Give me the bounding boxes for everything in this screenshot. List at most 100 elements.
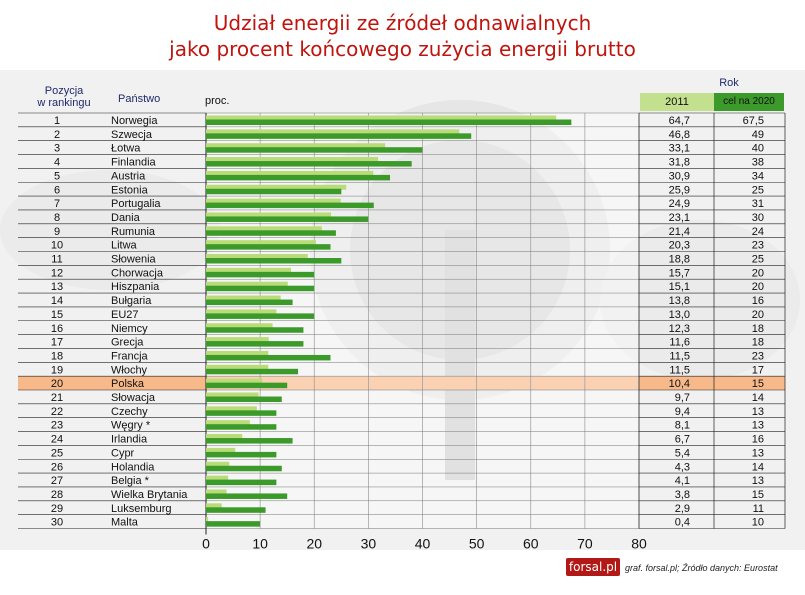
x-tick-label: 10 [252, 536, 268, 552]
value-2011-label: 11,5 [669, 364, 690, 376]
bar-2011-12 [206, 267, 291, 273]
value-2020-label: 67,5 [743, 115, 764, 127]
rank-label: 30 [51, 517, 63, 529]
brand-logo: forsal.pl [566, 558, 620, 576]
rank-label: 2 [54, 129, 60, 141]
rank-label: 17 [51, 337, 63, 349]
bar-2011-9 [206, 226, 322, 232]
rank-label: 12 [51, 267, 63, 279]
bar-2011-19 [206, 364, 269, 370]
value-2011-label: 13,0 [669, 309, 690, 321]
country-label: Cypr [111, 447, 135, 459]
country-label: Estonia [111, 184, 149, 196]
value-2020-label: 38 [752, 157, 764, 169]
value-2011-label: 46,8 [669, 129, 690, 141]
rank-label: 18 [51, 350, 63, 362]
value-2020-label: 49 [752, 129, 764, 141]
country-label: Holandia [111, 461, 155, 473]
value-2020-label: 40 [752, 143, 764, 155]
bar-2011-25 [206, 447, 236, 453]
value-2011-label: 18,8 [669, 254, 690, 266]
x-tick-label: 60 [523, 536, 539, 552]
bar-2020-23 [206, 424, 277, 430]
rank-label: 27 [51, 475, 63, 487]
x-tick-label: 50 [469, 536, 485, 552]
value-2020-label: 15 [752, 378, 764, 390]
bar-2011-7 [206, 198, 341, 204]
chart-title-line1: Udział energii ze źródeł odnawialnych [213, 11, 592, 35]
country-label: EU27 [111, 309, 139, 321]
value-2011-label: 8,1 [675, 420, 690, 432]
country-label: Litwa [111, 240, 138, 252]
bar-2011-6 [206, 184, 347, 190]
bar-2011-1 [206, 115, 557, 121]
bar-2011-23 [206, 420, 250, 426]
bar-2011-27 [206, 475, 229, 481]
bar-2020-22 [206, 410, 277, 416]
bar-2011-3 [206, 143, 386, 149]
rank-label: 16 [51, 323, 63, 335]
x-tick-label: 30 [361, 536, 377, 552]
bar-2020-17 [206, 341, 304, 347]
value-2011-label: 30,9 [669, 170, 690, 182]
value-2020-label: 24 [752, 226, 764, 238]
value-2011-label: 2,9 [675, 503, 690, 515]
bar-2011-13 [206, 281, 288, 287]
bar-2020-29 [206, 507, 266, 513]
rank-label: 21 [51, 392, 63, 404]
bar-2011-5 [206, 170, 374, 176]
bar-2020-6 [206, 188, 342, 195]
country-label: Austria [111, 170, 146, 182]
value-2011-label: 4,3 [675, 461, 690, 473]
rank-label: 20 [51, 378, 63, 390]
country-label: Malta [111, 517, 139, 529]
country-label: Słowenia [111, 254, 157, 266]
value-2020-label: 18 [752, 337, 764, 349]
bar-2011-26 [206, 461, 230, 467]
rank-label: 7 [54, 198, 60, 210]
bar-2020-14 [206, 299, 293, 306]
value-2011-label: 15,1 [669, 281, 690, 293]
bar-2020-12 [206, 271, 315, 278]
x-tick-label: 80 [631, 536, 647, 552]
value-2011-label: 11,6 [669, 337, 690, 349]
value-2020-label: 25 [752, 184, 764, 196]
rank-label: 4 [54, 157, 60, 169]
value-2011-label: 11,5 [669, 350, 690, 362]
country-label: Norwegia [111, 115, 158, 127]
bar-2020-26 [206, 465, 282, 472]
bar-2011-24 [206, 434, 243, 440]
rank-label: 25 [51, 447, 63, 459]
bar-2020-16 [206, 327, 304, 333]
value-2011-label: 12,3 [669, 323, 690, 335]
country-label: Węgry * [111, 420, 151, 432]
value-2020-label: 13 [752, 447, 764, 459]
rank-label: 26 [51, 461, 63, 473]
bar-2020-27 [206, 479, 277, 486]
bar-2020-25 [206, 451, 277, 458]
country-label: Irlandia [111, 434, 148, 446]
bar-2011-20 [206, 378, 263, 384]
bar-2011-14 [206, 295, 281, 301]
value-2011-label: 31,8 [669, 157, 690, 169]
x-tick-label: 70 [577, 536, 593, 552]
position-header: Pozycja w rankingu [37, 85, 91, 109]
value-2020-label: 23 [752, 350, 764, 362]
bar-2011-16 [206, 323, 273, 329]
country-label: Niemcy [111, 323, 148, 335]
value-2011-label: 25,9 [669, 184, 690, 196]
value-2011-label: 9,7 [675, 392, 690, 404]
country-header: Państwo [118, 93, 161, 105]
bar-2011-11 [206, 254, 308, 259]
value-2020-label: 23 [752, 240, 764, 252]
bar-2011-17 [206, 337, 269, 343]
bar-2020-28 [206, 493, 288, 499]
bar-2020-13 [206, 285, 315, 292]
x-tick-label: 20 [306, 536, 322, 552]
unit-label: proc. [205, 95, 230, 107]
rank-label: 23 [51, 420, 63, 432]
value-2020-label: 31 [752, 198, 764, 210]
bar-2020-1 [206, 119, 572, 125]
rank-label: 11 [51, 254, 62, 266]
rank-label: 22 [51, 406, 63, 418]
